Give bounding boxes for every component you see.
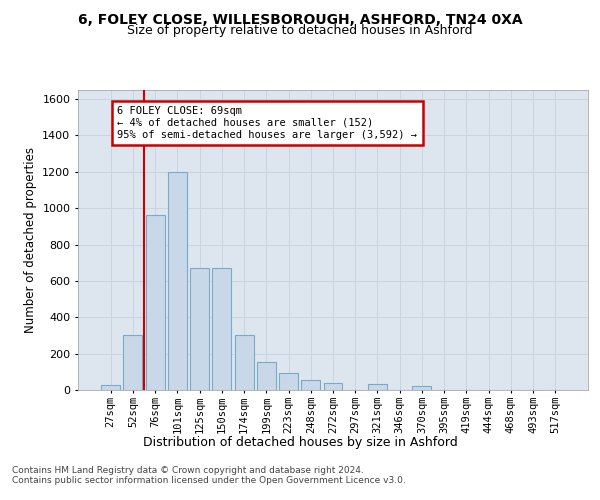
Bar — [190, 268, 209, 390]
Text: Distribution of detached houses by size in Ashford: Distribution of detached houses by size … — [143, 436, 457, 449]
Bar — [168, 172, 187, 390]
Text: Size of property relative to detached houses in Ashford: Size of property relative to detached ho… — [127, 24, 473, 37]
Bar — [301, 380, 320, 390]
Bar — [368, 384, 387, 390]
Bar — [257, 362, 276, 390]
Text: 6, FOLEY CLOSE, WILLESBOROUGH, ASHFORD, TN24 0XA: 6, FOLEY CLOSE, WILLESBOROUGH, ASHFORD, … — [77, 12, 523, 26]
Bar — [412, 386, 431, 390]
Bar — [124, 336, 142, 390]
Bar — [101, 384, 120, 390]
Text: 6 FOLEY CLOSE: 69sqm
← 4% of detached houses are smaller (152)
95% of semi-detac: 6 FOLEY CLOSE: 69sqm ← 4% of detached ho… — [118, 106, 418, 140]
Bar — [279, 372, 298, 390]
Bar — [146, 216, 164, 390]
Bar — [323, 383, 343, 390]
Text: Contains HM Land Registry data © Crown copyright and database right 2024.
Contai: Contains HM Land Registry data © Crown c… — [12, 466, 406, 485]
Bar — [235, 336, 254, 390]
Bar — [212, 268, 231, 390]
Y-axis label: Number of detached properties: Number of detached properties — [23, 147, 37, 333]
